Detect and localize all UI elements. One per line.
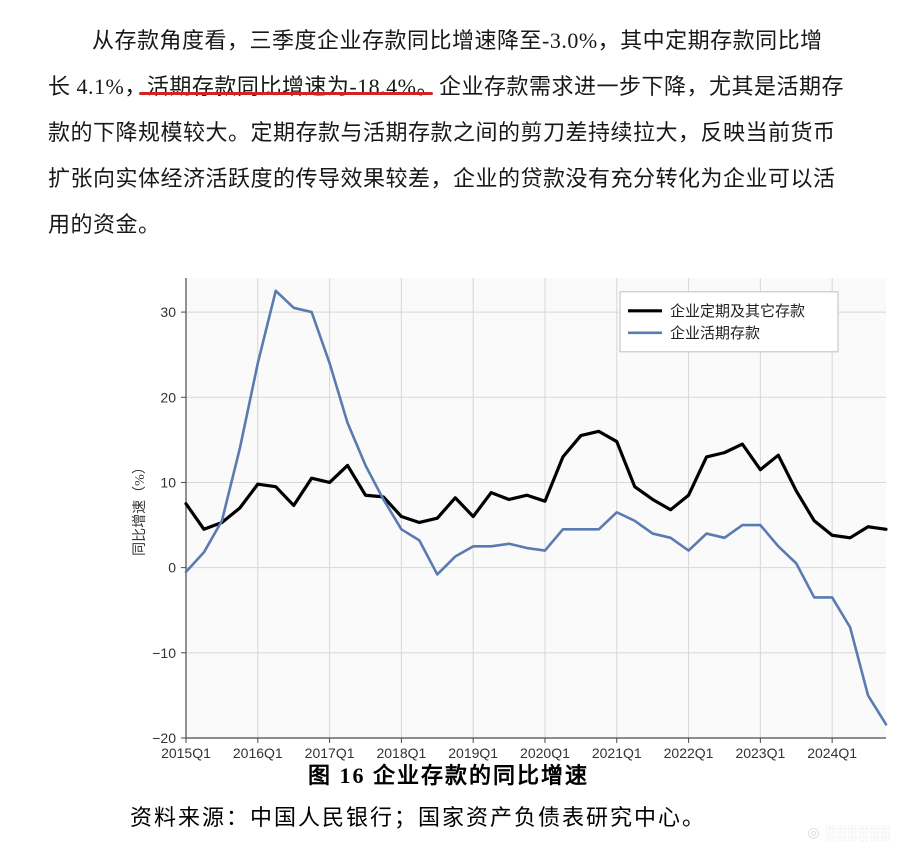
svg-text:30: 30	[160, 304, 176, 320]
para-line-5: 用的资金。	[48, 212, 161, 237]
svg-text:10: 10	[160, 474, 176, 490]
red-underline	[139, 92, 433, 95]
line-chart: −20−1001020302015Q12016Q12017Q12018Q1201…	[130, 268, 894, 774]
svg-text:企业活期存款: 企业活期存款	[670, 324, 760, 342]
page: 从存款角度看，三季度企业存款同比增速降至-3.0%，其中定期存款同比增 长 4.…	[0, 0, 897, 847]
para-line-3: 款的下降规模较大。定期存款与活期存款之间的剪刀差持续拉大，反映当前货币	[48, 120, 836, 145]
svg-text:−20: −20	[152, 730, 176, 746]
para-line-2a: 长 4.1%，	[48, 74, 147, 99]
svg-text:−10: −10	[152, 645, 176, 661]
svg-text:同比增速（%）: 同比增速（%）	[132, 460, 148, 556]
para-line-2c: 。企业存款需求进一步下降，尤其是活期存	[416, 74, 844, 99]
figure-source: 资料来源：中国人民银行；国家资产负债表研究中心。	[130, 800, 706, 832]
watermark-icon: ◎ ░░░░░░	[807, 824, 891, 841]
svg-text:企业定期及其它存款: 企业定期及其它存款	[670, 302, 805, 320]
svg-text:0: 0	[168, 560, 176, 576]
figure-caption: 图 16 企业存款的同比增速	[0, 758, 897, 790]
chart-container: −20−1001020302015Q12016Q12017Q12018Q1201…	[130, 268, 890, 774]
para-line-4: 扩张向实体经济活跃度的传导效果较差，企业的贷款没有充分转化为企业可以活	[48, 166, 836, 191]
para-line-2b: 活期存款同比增速为-18.4%	[147, 74, 417, 99]
svg-text:20: 20	[160, 389, 176, 405]
body-paragraph: 从存款角度看，三季度企业存款同比增速降至-3.0%，其中定期存款同比增 长 4.…	[48, 18, 897, 248]
para-line-1: 从存款角度看，三季度企业存款同比增速降至-3.0%，其中定期存款同比增	[92, 28, 823, 53]
